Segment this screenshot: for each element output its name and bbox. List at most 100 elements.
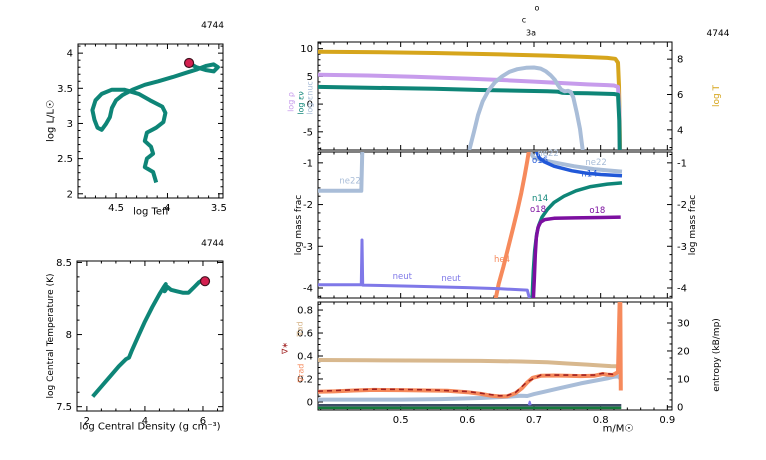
hr-panel: 4.5 4 3.5 2 2.5 3 3.5 4 xyxy=(57,43,227,214)
grad-ad-axis-label: ∇ad xyxy=(295,321,305,337)
tick-label: 4.5 xyxy=(108,203,124,214)
series-he4 xyxy=(493,152,531,298)
curve-label: he4 xyxy=(494,255,510,265)
ptop-panel: 10 5 0 -5 8 6 4 xyxy=(300,41,683,151)
tick-label: 20 xyxy=(677,346,690,357)
log-rho-axis-label: log ρ xyxy=(286,92,296,112)
hr-y-axis-title: log L/L☉ xyxy=(45,100,57,142)
log-T-axis-label: log T xyxy=(712,84,722,108)
tc-model-number: 4744 xyxy=(201,239,224,249)
tick-label: 4 xyxy=(142,416,148,427)
curve-label: neut xyxy=(441,274,461,284)
tick-label: -2 xyxy=(677,200,687,211)
tick-label: -1 xyxy=(303,158,313,169)
log-eps-nu-axis-label: log εν xyxy=(296,91,306,115)
profile-model-number: 4744 xyxy=(706,29,730,39)
grad-star-axis-label: ∇∗ xyxy=(280,341,290,355)
tick-label: 0.8 xyxy=(297,306,313,317)
series-o18 xyxy=(531,215,621,298)
curve-label: n14 xyxy=(532,194,548,204)
series-o16 xyxy=(534,152,623,178)
tick-label: 30 xyxy=(677,318,690,329)
tick-label: 8.5 xyxy=(56,258,72,269)
series-ne22-shell xyxy=(527,152,623,174)
curve-label: ne22 xyxy=(339,177,360,187)
series-ne22-core xyxy=(318,152,365,193)
tick-label: 0.6 xyxy=(297,329,313,340)
burn-label-3a: 3a xyxy=(526,28,536,38)
mass-coordinate-axis-title: m/M☉ xyxy=(602,423,634,435)
curve-label: ne22 xyxy=(537,149,558,159)
hr-x-axis-title: log Teff xyxy=(133,206,169,218)
burn-label-c: c xyxy=(521,15,527,25)
curve-label: n14 xyxy=(581,170,597,180)
tick-label: 10 xyxy=(300,44,313,55)
log-eps-nuc-axis-label: log εnuc xyxy=(305,81,315,115)
series-log-eps-nuc xyxy=(467,65,585,150)
tick-label: 7.5 xyxy=(56,402,72,413)
tick-label: -4 xyxy=(677,283,687,294)
tick-label: 10 xyxy=(677,374,690,385)
series-grad-T xyxy=(318,372,616,397)
tick-label: -1 xyxy=(677,158,687,169)
curve-label: neut xyxy=(393,272,413,282)
series-tc-rhoc-track xyxy=(91,277,205,398)
entropy-axis-title: entropy (kB/mp) xyxy=(712,318,722,392)
tick-label: 2 xyxy=(67,189,73,200)
tick-label: 4 xyxy=(677,125,683,136)
panel-frame xyxy=(317,41,673,151)
tick-label: 4 xyxy=(67,49,73,60)
hr-model-number: 4744 xyxy=(201,21,224,31)
tick-label: 8 xyxy=(66,330,72,341)
series-entropy xyxy=(318,374,622,402)
mass-frac-left-axis-title: log mass frac xyxy=(294,194,304,256)
tick-label: 0.4 xyxy=(297,352,313,363)
series-neut xyxy=(318,238,531,298)
tick-label: -2 xyxy=(303,200,313,211)
tick-label: -4 xyxy=(303,283,313,294)
series-neut-blip xyxy=(527,400,532,406)
tick-label: 3 xyxy=(67,119,73,130)
tc-x-axis-title: log Central Density (g cm⁻³) xyxy=(79,421,221,433)
burn-label-o: o xyxy=(534,3,540,13)
curve-label: o18 xyxy=(530,205,546,215)
tc-panel: 2 4 6 7.5 8 8.5 xyxy=(56,258,224,427)
tick-label: 2.5 xyxy=(57,154,73,165)
tick-label: 0.7 xyxy=(526,415,542,426)
tc-y-axis-title: log Central Temperature (K) xyxy=(46,273,56,399)
curve-label: ne22 xyxy=(585,158,606,168)
current-model-marker xyxy=(183,57,195,69)
grad-rad-axis-label: ∇rad xyxy=(296,363,306,383)
tick-label: 0.6 xyxy=(459,415,475,426)
series-grad-rad xyxy=(318,302,623,399)
tick-label: 3.5 xyxy=(211,203,227,214)
series-log-eps-nu xyxy=(318,84,622,150)
tick-label: 3.5 xyxy=(57,84,73,95)
tick-label: -3 xyxy=(677,242,687,253)
tick-label: -3 xyxy=(303,242,313,253)
curve-label: o18 xyxy=(589,206,605,216)
mass-frac-right-axis-title: log mass frac xyxy=(688,194,698,256)
tick-label: 2 xyxy=(84,416,90,427)
tick-label: 0 xyxy=(307,100,313,111)
series-evolution-track xyxy=(90,61,220,184)
tick-label: 0.5 xyxy=(393,415,409,426)
tick-label: 0.2 xyxy=(297,374,313,385)
panel-frame xyxy=(76,260,224,412)
tick-label: -5 xyxy=(303,127,313,138)
tick-label: 0 xyxy=(307,397,313,408)
current-model-marker xyxy=(199,276,211,287)
tick-label: 0.8 xyxy=(593,415,609,426)
tick-label: 0.9 xyxy=(659,415,675,426)
tick-label: 6 xyxy=(200,416,206,427)
panel-frame xyxy=(77,43,224,199)
tick-label: 8 xyxy=(677,55,683,66)
tick-label: 5 xyxy=(307,72,313,83)
series-log-rho xyxy=(318,72,622,150)
tick-label: 4 xyxy=(164,203,170,214)
series-grad-ad xyxy=(318,358,622,374)
